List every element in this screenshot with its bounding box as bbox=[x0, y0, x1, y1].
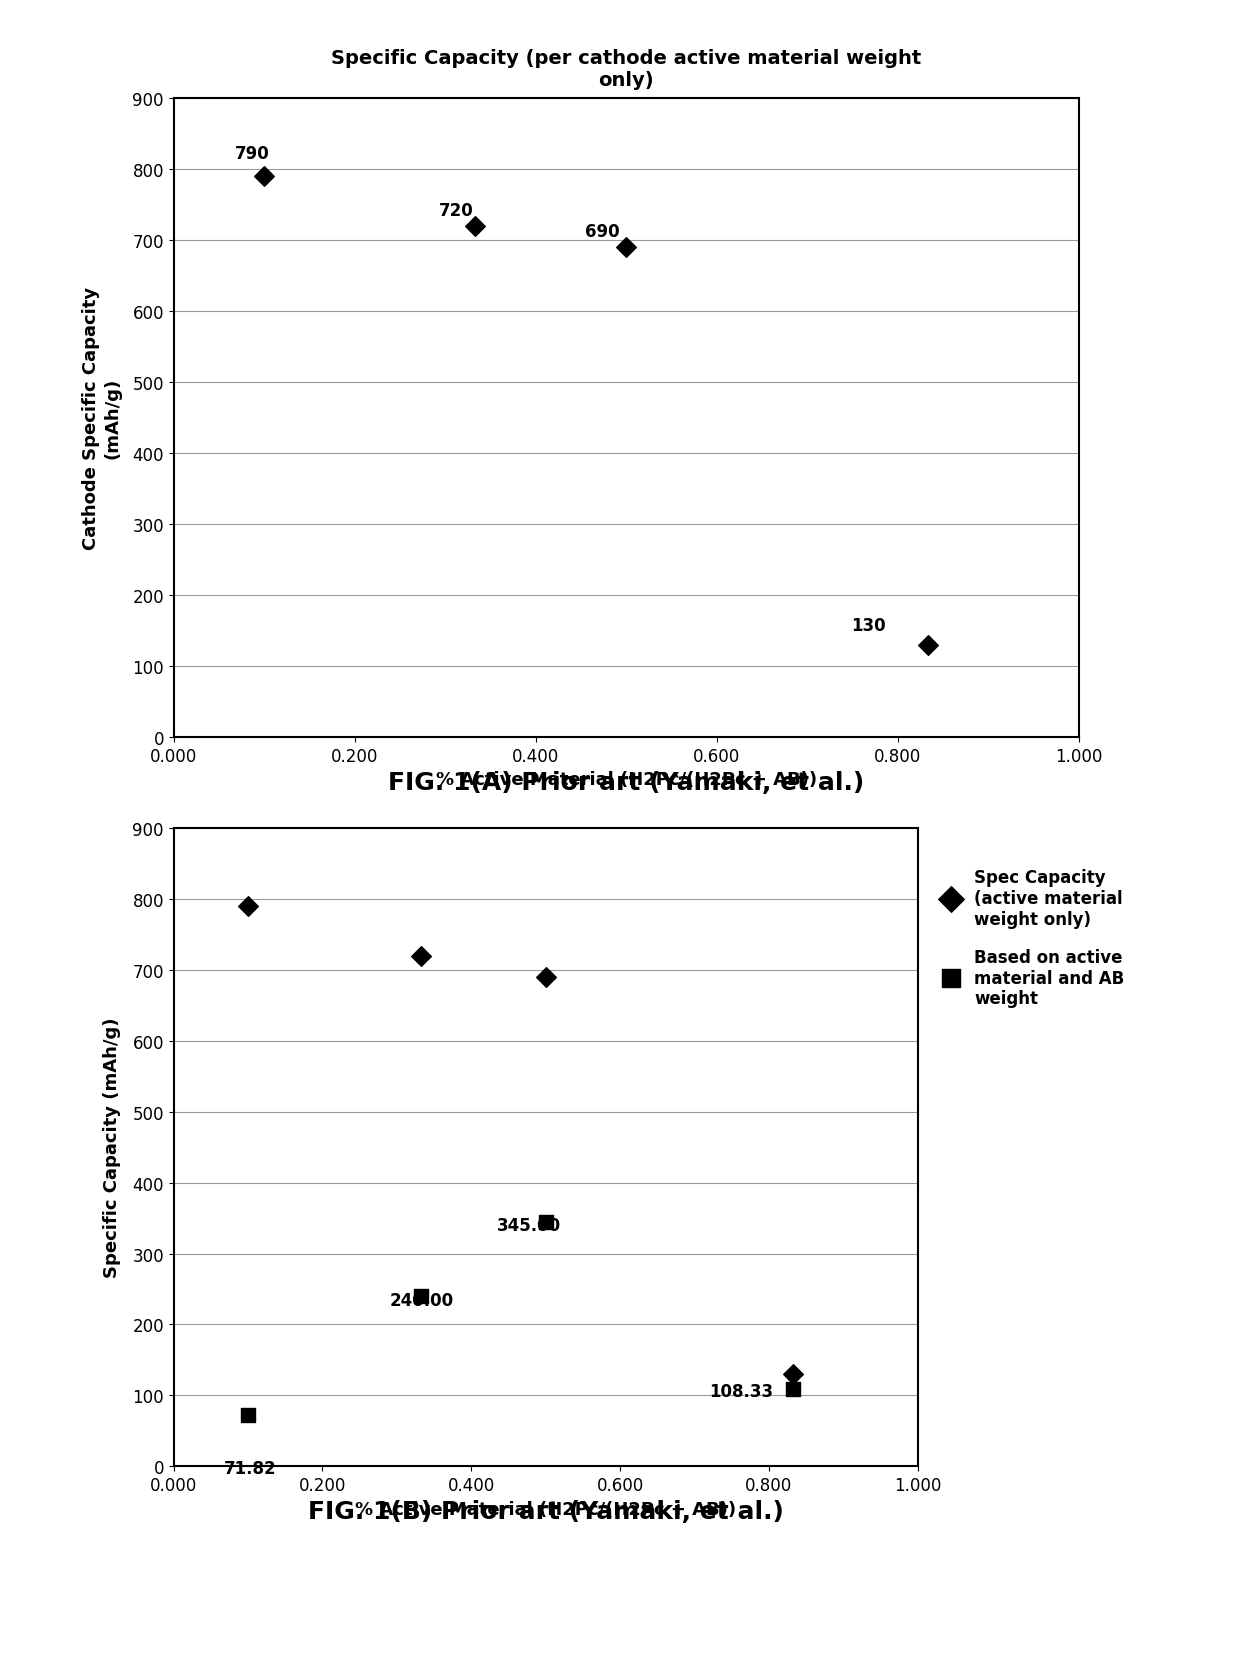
Text: 720: 720 bbox=[439, 202, 474, 220]
Text: 345.00: 345.00 bbox=[497, 1216, 562, 1234]
Based on active
material and AB
weight bbox=[784, 1377, 804, 1403]
X-axis label: % Active Material (H2Pc/(H2Pc + AB)): % Active Material (H2Pc/(H2Pc + AB)) bbox=[435, 771, 817, 789]
Y-axis label: Cathode Specific Capacity
(mAh/g): Cathode Specific Capacity (mAh/g) bbox=[82, 287, 122, 550]
Legend: Spec Capacity
(active material
weight only), Based on active
material and AB
wei: Spec Capacity (active material weight on… bbox=[941, 868, 1125, 1007]
Spec Capacity
(active material
weight only) bbox=[536, 964, 556, 991]
Title: Specific Capacity (per cathode active material weight
only): Specific Capacity (per cathode active ma… bbox=[331, 48, 921, 89]
Point bbox=[465, 214, 485, 240]
Text: 108.33: 108.33 bbox=[709, 1382, 774, 1400]
Point bbox=[616, 235, 636, 262]
Based on active
material and AB
weight bbox=[412, 1283, 432, 1309]
Spec Capacity
(active material
weight only) bbox=[238, 893, 258, 920]
Text: 130: 130 bbox=[851, 616, 885, 635]
Based on active
material and AB
weight bbox=[536, 1208, 556, 1234]
Point bbox=[918, 631, 937, 658]
Point bbox=[254, 164, 274, 191]
Y-axis label: Specific Capacity (mAh/g): Specific Capacity (mAh/g) bbox=[103, 1017, 122, 1278]
Spec Capacity
(active material
weight only) bbox=[784, 1360, 804, 1387]
Text: 790: 790 bbox=[236, 146, 270, 162]
X-axis label: % Active Material (H2Pc/(H2Pc + AB)): % Active Material (H2Pc/(H2Pc + AB)) bbox=[355, 1500, 737, 1518]
Text: 240.00: 240.00 bbox=[389, 1291, 454, 1309]
Text: FIG. 1(A) Prior art (Yamaki, et al.): FIG. 1(A) Prior art (Yamaki, et al.) bbox=[388, 771, 864, 794]
Based on active
material and AB
weight bbox=[238, 1402, 258, 1428]
Text: FIG. 1(B) Prior art (Yamaki, et al.): FIG. 1(B) Prior art (Yamaki, et al.) bbox=[308, 1500, 784, 1523]
Text: 71.82: 71.82 bbox=[224, 1460, 277, 1476]
Spec Capacity
(active material
weight only) bbox=[412, 943, 432, 969]
Text: 690: 690 bbox=[585, 224, 620, 242]
